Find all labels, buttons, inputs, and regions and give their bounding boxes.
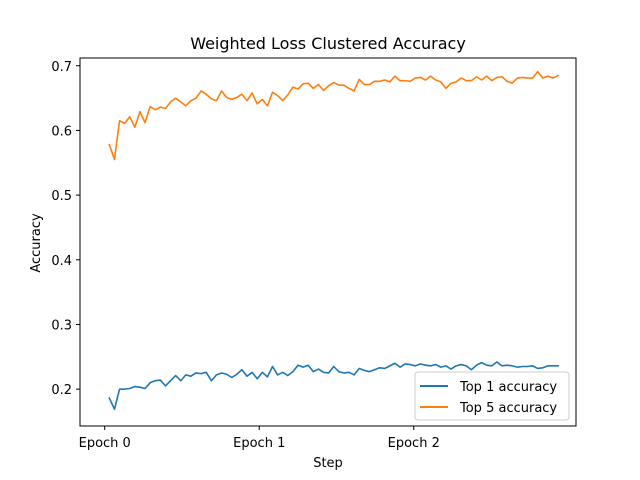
y-tick-label: 0.7 [51, 60, 72, 75]
y-tick-label: 0.4 [51, 254, 72, 269]
y-axis: 0.2 0.3 0.4 0.5 0.6 0.7 [51, 60, 80, 398]
x-tick-label: Epoch 1 [233, 436, 285, 451]
y-axis-title: Accuracy [29, 213, 44, 273]
y-tick-label: 0.6 [51, 124, 72, 139]
series-line-top-1-accuracy [108, 361, 559, 410]
legend: Top 1 accuracy Top 5 accuracy [414, 371, 570, 421]
series-line-top-5-accuracy [108, 70, 560, 161]
y-tick-label: 0.5 [51, 189, 72, 204]
legend-label-top-1: Top 1 accuracy [459, 380, 557, 395]
chart-title: Weighted Loss Clustered Accuracy [190, 34, 466, 53]
plot-area [79, 57, 577, 427]
y-tick-label: 0.2 [51, 383, 72, 398]
plot-frame [79, 57, 577, 427]
x-tick-label: Epoch 0 [79, 436, 131, 451]
x-tick-label: Epoch 2 [388, 436, 440, 451]
y-tick-label: 0.3 [51, 318, 72, 333]
legend-box [414, 371, 570, 421]
series-layer [108, 70, 560, 410]
x-axis: Epoch 0 Epoch 1 Epoch 2 [79, 426, 440, 451]
legend-label-top-5: Top 5 accuracy [459, 401, 557, 416]
plot-background [80, 58, 576, 426]
x-axis-title: Step [313, 456, 343, 471]
